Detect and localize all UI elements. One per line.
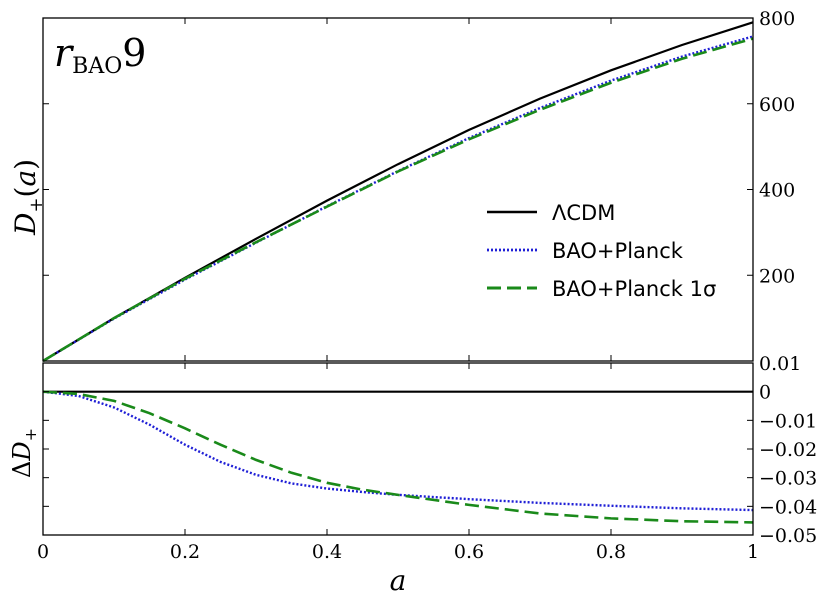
ytick-label: 0.01	[759, 353, 801, 375]
top-series-line-0	[42, 21, 754, 362]
ytick-label: −0.04	[759, 496, 817, 518]
bottom-xlabel: a	[390, 564, 407, 597]
bottom-series-line-1	[42, 390, 754, 512]
ytick-label: −0.01	[759, 410, 817, 432]
bottom-panel: 0.01 0 −0.01 −0.02 −0.03 −0.04 −0.05 0 0.2 0.4 0.6…	[8, 353, 817, 597]
xtick-label: 0	[37, 541, 49, 563]
xtick-label: 0.6	[454, 541, 484, 563]
bottom-series-line-2	[42, 390, 754, 524]
top-series-group	[42, 21, 754, 363]
legend-label-1: BAO+Planck	[552, 239, 684, 263]
top-ticks-group: 200 400 600 800	[42, 8, 795, 361]
xtick-label: 0.4	[312, 541, 342, 563]
ytick-label: 800	[759, 8, 795, 30]
annotation-r: r	[54, 31, 75, 75]
legend-label-0: ΛCDM	[552, 201, 615, 225]
xtick-label: 0.2	[170, 541, 200, 563]
panel-annotation: rBAO9	[54, 31, 146, 79]
xtick-label: 0.8	[596, 541, 626, 563]
legend-label-2: BAO+Planck 1σ	[552, 277, 716, 301]
legend: ΛCDM BAO+Planck BAO+Planck 1σ	[487, 201, 716, 301]
ytick-label: −0.02	[759, 439, 817, 461]
ytick-label: 200	[759, 265, 795, 287]
bottom-ylabel: ΔD+	[8, 428, 40, 478]
ytick-label: 600	[759, 94, 795, 116]
top-panel: 200 400 600 800 rBAO9 D+(a) ΛCDM BAO+Planck B…	[9, 8, 795, 363]
bottom-series-group	[42, 390, 754, 524]
ytick-label: −0.05	[759, 525, 817, 547]
top-series-line-1	[42, 35, 754, 363]
ytick-label: 400	[759, 180, 795, 202]
xtick-label: 1	[747, 541, 759, 563]
annotation-subscript: BAO	[72, 54, 122, 79]
bottom-axes-frame	[42, 362, 754, 536]
annotation-number: 9	[122, 31, 146, 75]
top-series-line-2	[42, 37, 754, 363]
ytick-label: −0.03	[759, 468, 817, 490]
top-ylabel: D+(a)	[9, 159, 47, 236]
ytick-label: 0	[759, 382, 771, 404]
bottom-ticks-group: 0.01 0 −0.01 −0.02 −0.03 −0.04 −0.05 0 0.2 0.4 0.6…	[37, 353, 817, 563]
